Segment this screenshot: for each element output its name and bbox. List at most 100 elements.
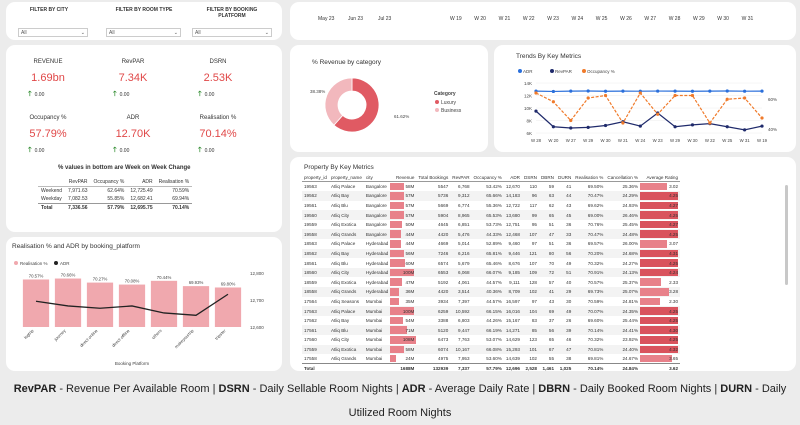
week-chip[interactable]: W 26: [620, 16, 632, 22]
x-tick: logtrip: [23, 328, 35, 340]
table-cell: 40.36%: [472, 287, 504, 297]
week-chip[interactable]: W 27: [644, 16, 656, 22]
table-cell: 4975: [416, 354, 450, 364]
adr-point: [691, 90, 694, 93]
bar-data-label: 70.44%: [157, 275, 172, 280]
table-cell: 9,460: [504, 239, 522, 249]
cell-text: 3.07: [669, 241, 678, 246]
table-cell: 24.27%: [605, 258, 640, 268]
x-tick: W 29: [583, 138, 594, 143]
table-header-cell[interactable]: Revenue: [390, 174, 416, 182]
occupancy-point: [760, 116, 763, 119]
revenue-bar: [390, 192, 404, 200]
table-cell: 57M: [390, 191, 416, 201]
week-chip[interactable]: W 24: [572, 16, 584, 22]
week-chip[interactable]: W 22: [523, 16, 535, 22]
table-cell: 70.76%: [573, 220, 605, 230]
week-chip[interactable]: W 29: [693, 16, 705, 22]
filter-platform-dropdown[interactable]: All⌄: [192, 28, 272, 37]
table-cell: 41: [539, 287, 556, 297]
table-cell: 121: [522, 249, 539, 259]
table-header-cell[interactable]: Total Bookings: [416, 174, 450, 182]
table-cell: 18560: [302, 268, 329, 278]
table-cell: 52.89%: [472, 239, 504, 249]
table-cell: Atliq Blu: [329, 325, 364, 335]
table-header-cell[interactable]: RevPAR: [450, 174, 471, 182]
table-cell: Mumbai: [364, 306, 390, 316]
cell-text: 2.30: [669, 299, 678, 304]
week-chip[interactable]: W 25: [596, 16, 608, 22]
revenue-bar: [390, 202, 404, 210]
table-cell: 15,293: [504, 345, 522, 355]
filter-city-label: FILTER BY CITY: [14, 7, 84, 13]
table-header-cell[interactable]: Cancellation %: [605, 174, 640, 182]
table-header-cell[interactable]: Realisation %: [573, 174, 605, 182]
week-chip[interactable]: W 30: [717, 16, 729, 22]
week-chip[interactable]: W 28: [669, 16, 681, 22]
table-cell: 65.81%: [472, 249, 504, 259]
table-cell: 70.20%: [573, 249, 605, 259]
month-chip[interactable]: Jul 23: [378, 16, 391, 22]
table-header-cell[interactable]: Occupancy %: [472, 174, 504, 182]
table-cell: 97: [522, 297, 539, 307]
table-cell: Mumbai: [364, 316, 390, 326]
table-header-cell[interactable]: ADR: [504, 174, 522, 182]
table-cell: 97: [522, 239, 539, 249]
cell-text: 58M: [405, 184, 414, 189]
week-chip[interactable]: W 21: [499, 16, 511, 22]
legend-marker: [14, 261, 18, 265]
legend-marker-luxury: [435, 100, 439, 104]
rating-bar: [640, 183, 667, 190]
table-header-cell[interactable]: DSRN: [522, 174, 539, 182]
filter-room-type-dropdown[interactable]: All⌄: [106, 28, 181, 37]
table-cell: 10,167: [450, 345, 471, 355]
up-arrow-icon: 🡑: [198, 147, 202, 154]
week-chip[interactable]: W 23: [547, 16, 559, 22]
table-cell: 14,629: [504, 335, 522, 345]
kpi-value: 70.14%: [188, 128, 248, 140]
week-chip[interactable]: W 19: [450, 16, 462, 22]
month-chip[interactable]: May 23: [318, 16, 334, 22]
week-chip[interactable]: W 31: [742, 16, 754, 22]
month-chip[interactable]: Jun 23: [348, 16, 363, 22]
footer-text: - Daily Sellable Room Nights |: [250, 383, 402, 395]
kpi-value: 2.53K: [188, 72, 248, 84]
table-header-cell[interactable]: property_id: [302, 174, 329, 182]
table-cell: 60M: [390, 258, 416, 268]
table-header-cell[interactable]: DBRN: [539, 174, 556, 182]
table-cell: 50M: [390, 220, 416, 230]
table-total-cell: [329, 364, 364, 371]
table-cell: 70: [539, 258, 556, 268]
table-cell: 19562: [302, 191, 329, 201]
table-header-cell[interactable]: property_name: [329, 174, 364, 182]
adr-point: [760, 90, 763, 93]
table-cell: 18558: [302, 287, 329, 297]
table-header-cell[interactable]: Average Rating: [640, 174, 680, 182]
table-header-cell[interactable]: DURN: [556, 174, 573, 182]
table-header-cell[interactable]: city: [364, 174, 390, 182]
cell-text: 4.25: [669, 193, 678, 198]
filter-city-dropdown[interactable]: All⌄: [18, 28, 88, 37]
week-chip[interactable]: W 20: [474, 16, 486, 22]
table-scrollbar[interactable]: [785, 185, 788, 285]
adr-point: [726, 89, 729, 92]
